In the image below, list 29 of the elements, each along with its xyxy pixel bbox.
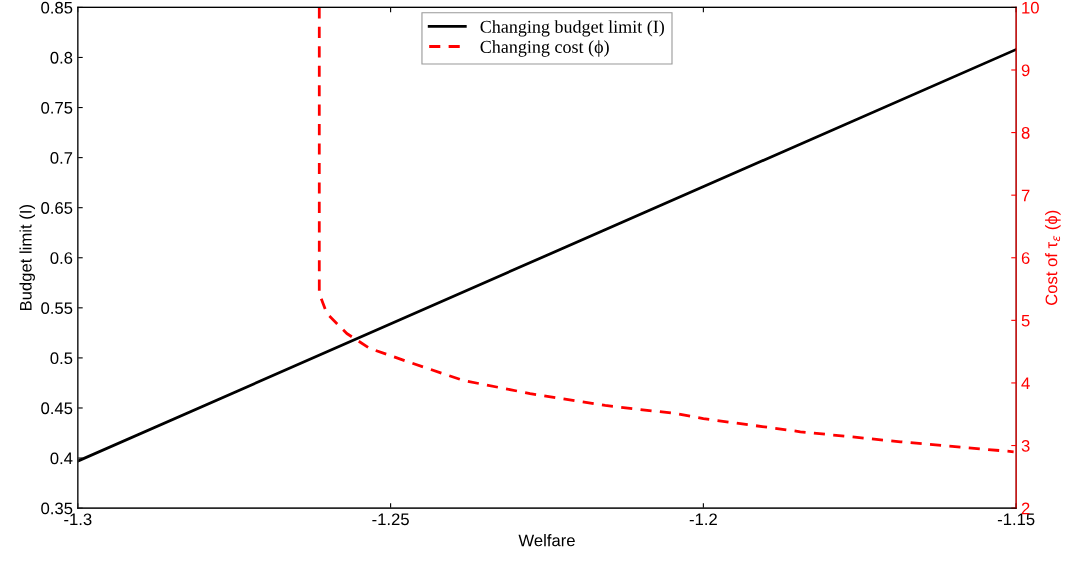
x-tick-label: -1.3 <box>64 513 92 526</box>
y2-axis-title: Cost of τ$_{ε}$ (ϕ) <box>1045 210 1061 305</box>
y-tick-label: 0.45 <box>41 402 73 415</box>
x-axis-title: Welfare <box>518 534 575 547</box>
y2-tick-label: 8 <box>1021 126 1030 139</box>
y2-tick-label: 2 <box>1021 502 1030 515</box>
x-tick-label: -1.2 <box>689 513 717 526</box>
y-tick-label: 0.65 <box>41 202 73 214</box>
y-tick-label: 0.4 <box>50 452 73 465</box>
legend-label: Changing cost (ϕ) <box>480 40 609 57</box>
x-tick-label: -1.15 <box>997 513 1035 526</box>
y2-tick-label: 9 <box>1021 64 1030 77</box>
y-tick-label: 0.6 <box>50 252 73 264</box>
y-tick-label: 0.75 <box>41 101 73 114</box>
y-tick-label: 0.35 <box>41 502 73 515</box>
y-tick-label: 0.55 <box>41 302 73 315</box>
legend-label: Changing budget limit (I) <box>480 20 664 37</box>
y-tick-label: 0.5 <box>50 352 73 365</box>
y-tick-label: 0.7 <box>50 152 73 164</box>
y-tick-label: 0.85 <box>41 1 73 14</box>
y2-tick-label: 4 <box>1021 377 1030 389</box>
x-tick-label: -1.25 <box>372 513 409 526</box>
y-axis-title: Budget limit (I) <box>19 205 35 311</box>
y2-tick-label: 7 <box>1021 189 1030 202</box>
y-tick-label: 0.8 <box>50 51 73 64</box>
y2-tick-label: 10 <box>1022 1 1039 14</box>
y2-tick-label: 5 <box>1021 314 1030 327</box>
y2-tick-label: 6 <box>1021 252 1030 264</box>
y2-tick-label: 3 <box>1021 439 1030 452</box>
